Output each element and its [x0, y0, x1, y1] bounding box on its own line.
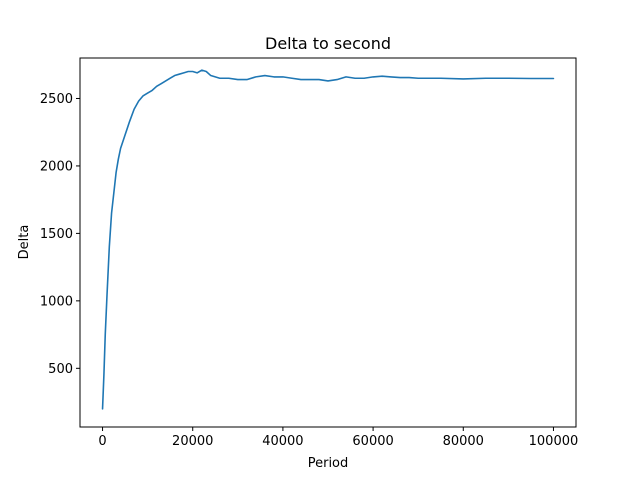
x-axis: 0 20000 40000 60000 80000 100000 [98, 427, 578, 449]
plot-frame [79, 57, 577, 428]
y-tick-label: 500 [48, 362, 73, 377]
x-tick-label: 80000 [443, 434, 484, 449]
series-line-0 [101, 69, 555, 410]
x-tick-label: 100000 [529, 434, 579, 449]
y-tick-label: 2000 [40, 159, 73, 174]
x-axis-label: Period [308, 456, 349, 471]
series-layer [101, 69, 555, 410]
x-tick-label: 40000 [262, 434, 303, 449]
x-tick-label: 60000 [352, 434, 393, 449]
x-tick-label: 0 [98, 434, 106, 449]
y-axis: 500 1000 1500 2000 2500 [40, 92, 80, 377]
y-tick-label: 1500 [40, 227, 73, 242]
y-tick-label: 1000 [40, 294, 73, 309]
y-axis-label: Delta [17, 225, 32, 260]
x-tick-label: 20000 [172, 434, 213, 449]
plot-area [79, 57, 577, 428]
chart-title: Delta to second [265, 34, 391, 53]
y-tick-label: 2500 [40, 92, 73, 107]
